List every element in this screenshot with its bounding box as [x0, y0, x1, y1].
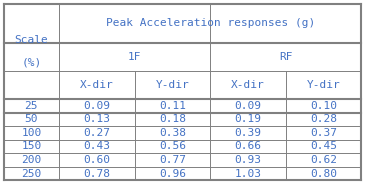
Text: 0.66: 0.66: [234, 141, 261, 151]
Text: Scale

(%): Scale (%): [15, 35, 48, 68]
Text: 0.78: 0.78: [83, 169, 110, 178]
Text: 50: 50: [24, 114, 38, 124]
Text: 0.28: 0.28: [310, 114, 337, 124]
Text: 0.62: 0.62: [310, 155, 337, 165]
Text: 0.80: 0.80: [310, 169, 337, 178]
Text: 1F: 1F: [128, 52, 141, 62]
Text: RF: RF: [279, 52, 292, 62]
Text: 250: 250: [21, 169, 42, 178]
Text: 0.13: 0.13: [83, 114, 110, 124]
Text: 200: 200: [21, 155, 42, 165]
Text: 0.43: 0.43: [83, 141, 110, 151]
Text: 0.38: 0.38: [159, 128, 186, 138]
Text: 0.93: 0.93: [234, 155, 261, 165]
Text: 0.09: 0.09: [83, 101, 110, 111]
Text: 0.19: 0.19: [234, 114, 261, 124]
Text: 0.18: 0.18: [159, 114, 186, 124]
Text: X-dir: X-dir: [231, 80, 265, 90]
Text: Y-dir: Y-dir: [307, 80, 341, 90]
Text: Y-dir: Y-dir: [155, 80, 189, 90]
Text: 0.96: 0.96: [159, 169, 186, 178]
Text: 0.09: 0.09: [234, 101, 261, 111]
Text: X-dir: X-dir: [80, 80, 114, 90]
Text: 0.45: 0.45: [310, 141, 337, 151]
Text: 150: 150: [21, 141, 42, 151]
Text: 0.39: 0.39: [234, 128, 261, 138]
Text: 0.37: 0.37: [310, 128, 337, 138]
Text: 25: 25: [24, 101, 38, 111]
Text: 0.77: 0.77: [159, 155, 186, 165]
Text: 100: 100: [21, 128, 42, 138]
Text: 0.56: 0.56: [159, 141, 186, 151]
Text: 0.10: 0.10: [310, 101, 337, 111]
Text: Peak Acceleration responses (g): Peak Acceleration responses (g): [105, 18, 315, 28]
Text: 1.03: 1.03: [234, 169, 261, 178]
Text: 0.60: 0.60: [83, 155, 110, 165]
Text: 0.11: 0.11: [159, 101, 186, 111]
Text: 0.27: 0.27: [83, 128, 110, 138]
